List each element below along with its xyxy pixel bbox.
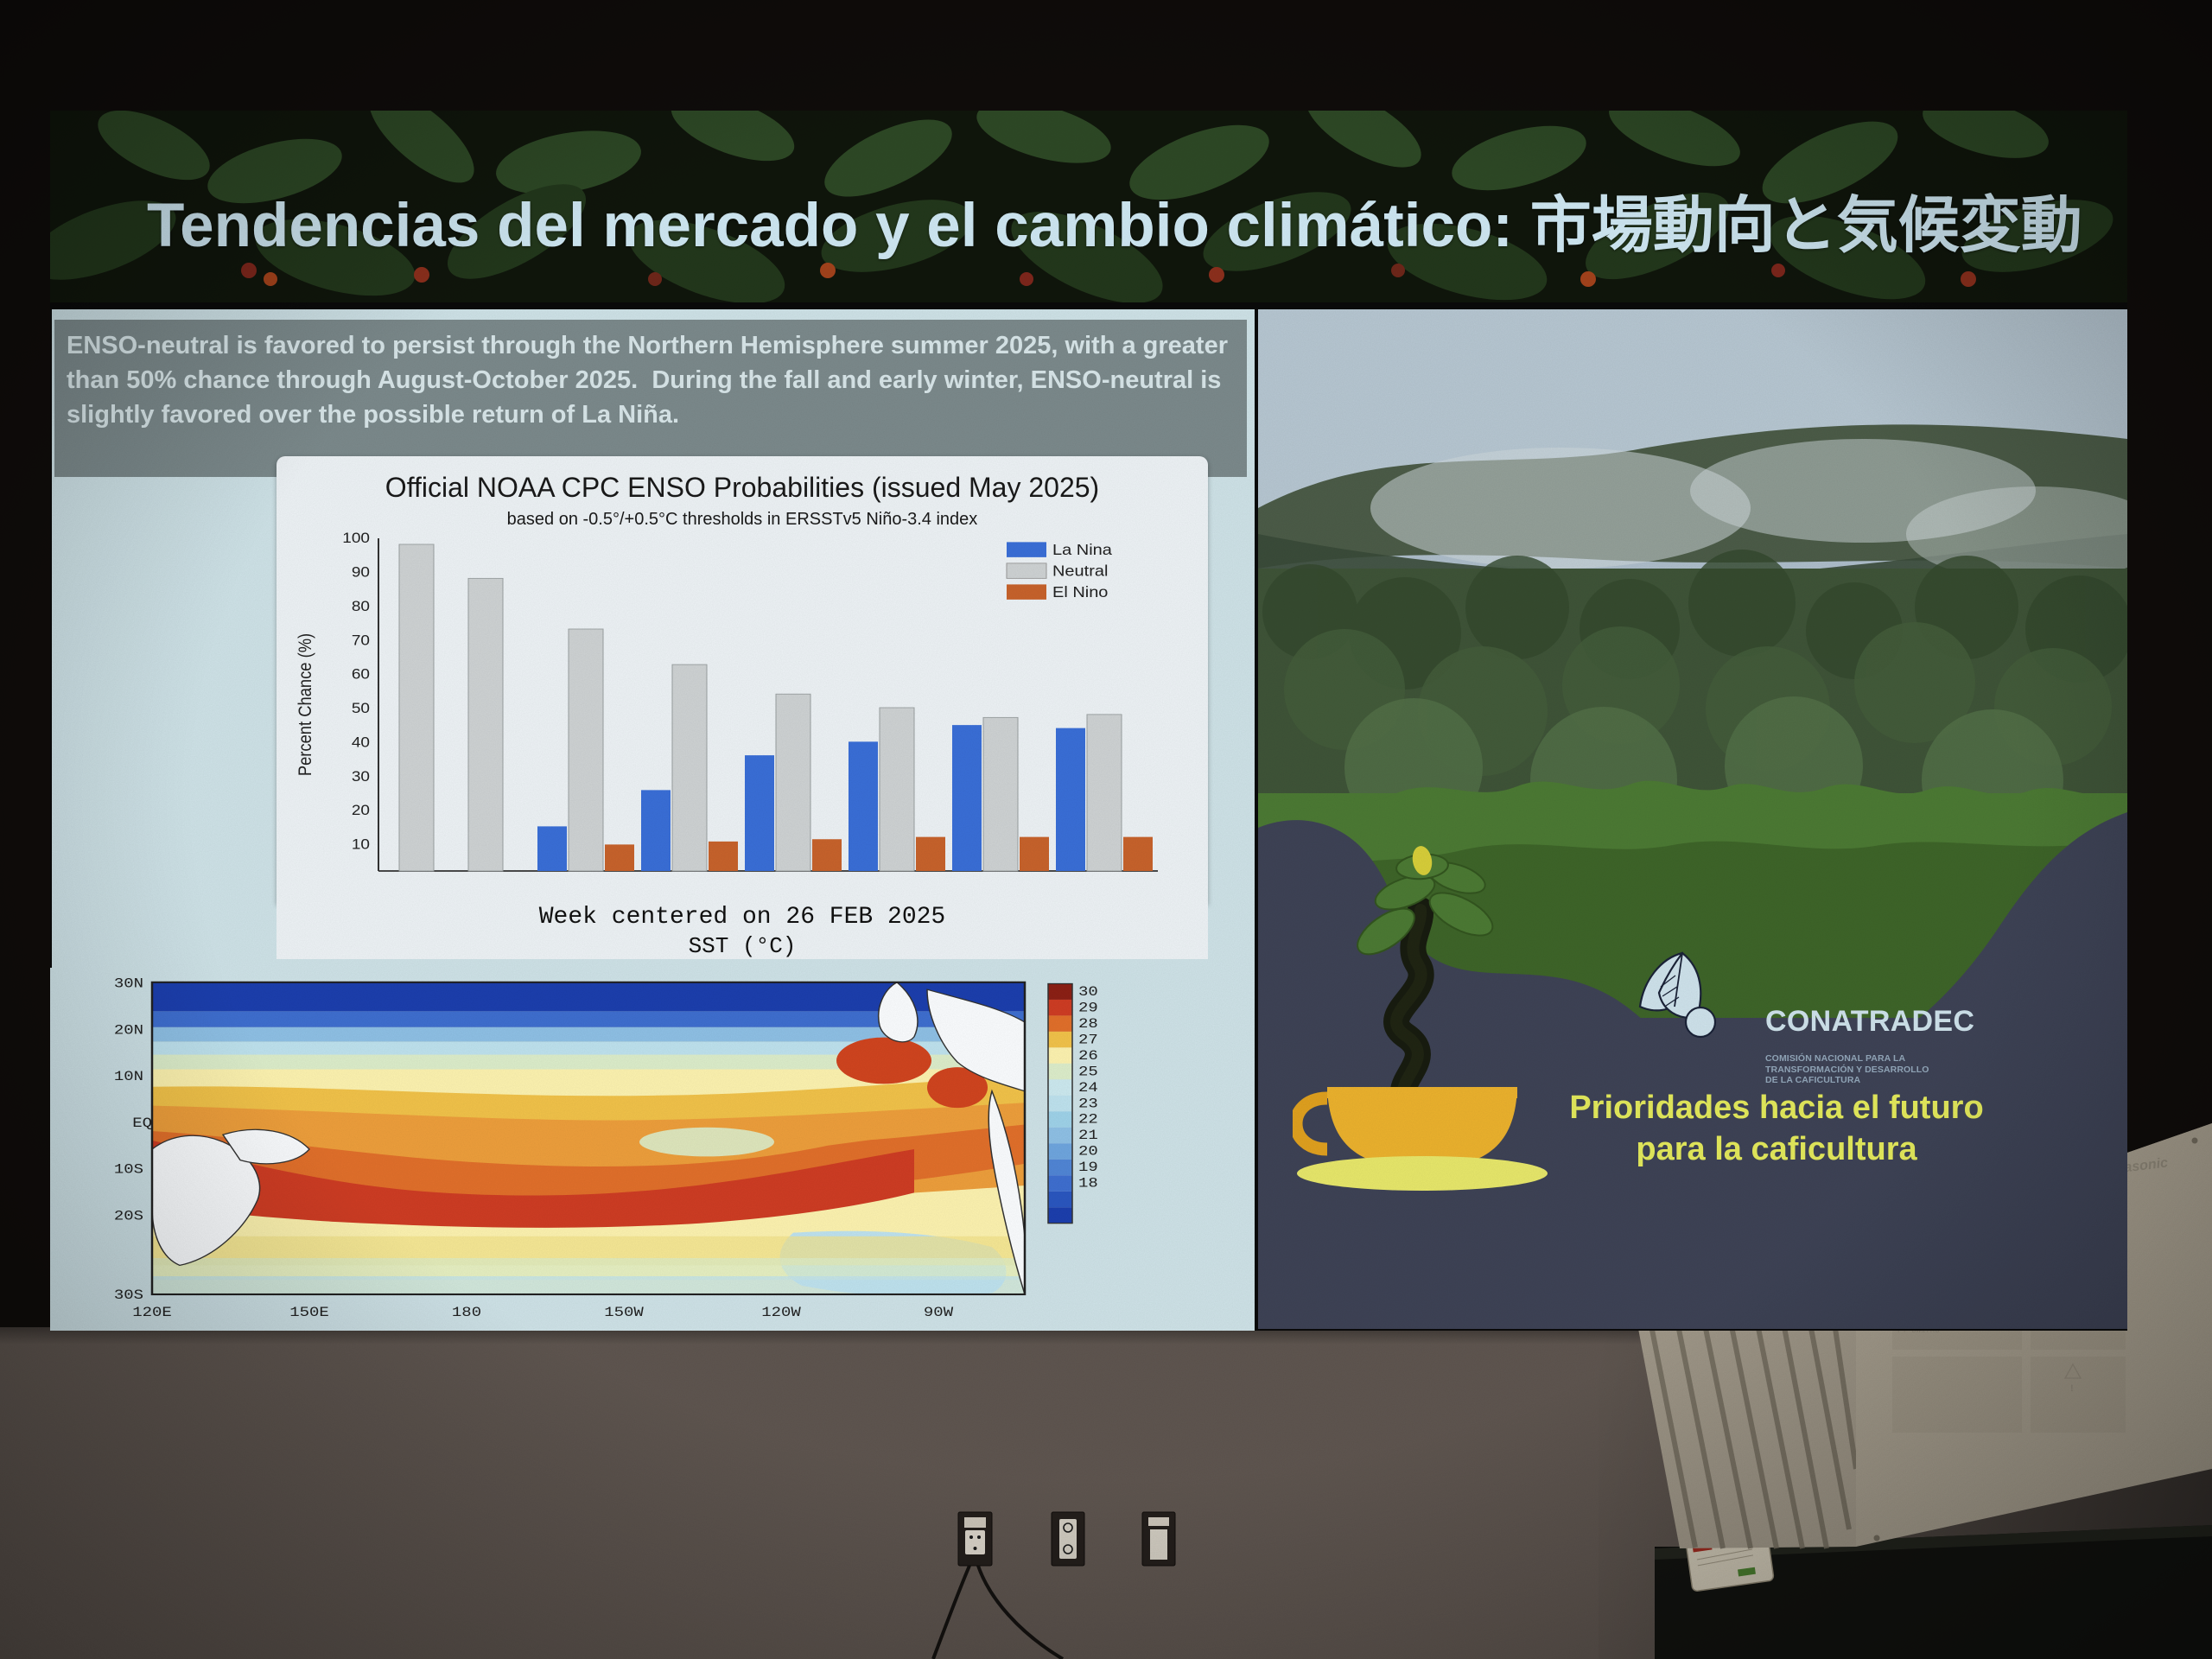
svg-text:21: 21 xyxy=(1078,1128,1098,1144)
svg-text:150E: 150E xyxy=(289,1305,329,1320)
svg-text:EQ: EQ xyxy=(132,1116,152,1131)
svg-text:10: 10 xyxy=(352,836,370,853)
svg-text:50: 50 xyxy=(352,700,370,716)
svg-text:150W: 150W xyxy=(604,1305,644,1320)
svg-text:120E: 120E xyxy=(132,1305,172,1320)
svg-text:Neutral: Neutral xyxy=(1052,563,1108,580)
svg-text:24: 24 xyxy=(1078,1080,1098,1096)
svg-text:18: 18 xyxy=(1078,1176,1098,1192)
svg-text:28: 28 xyxy=(1078,1016,1098,1032)
svg-text:10S: 10S xyxy=(114,1162,143,1178)
svg-text:30S: 30S xyxy=(114,1287,143,1303)
svg-text:20: 20 xyxy=(352,802,370,818)
svg-text:100: 100 xyxy=(342,530,370,546)
svg-text:La Nina: La Nina xyxy=(1052,541,1112,558)
svg-text:60: 60 xyxy=(352,666,370,683)
svg-text:30N: 30N xyxy=(114,976,143,992)
svg-text:30: 30 xyxy=(1078,984,1098,1000)
svg-text:90W: 90W xyxy=(924,1305,954,1320)
svg-text:20N: 20N xyxy=(114,1023,143,1039)
svg-text:70: 70 xyxy=(352,632,370,648)
svg-text:22: 22 xyxy=(1078,1112,1098,1128)
svg-text:30: 30 xyxy=(352,768,370,785)
svg-text:Percent Chance (%): Percent Chance (%) xyxy=(296,633,315,776)
svg-text:26: 26 xyxy=(1078,1048,1098,1064)
svg-text:80: 80 xyxy=(352,598,370,614)
svg-text:40: 40 xyxy=(352,734,370,751)
svg-text:23: 23 xyxy=(1078,1096,1098,1112)
svg-text:20S: 20S xyxy=(114,1209,143,1224)
svg-text:19: 19 xyxy=(1078,1160,1098,1175)
svg-text:27: 27 xyxy=(1078,1033,1098,1048)
svg-text:10N: 10N xyxy=(114,1069,143,1084)
svg-text:El Nino: El Nino xyxy=(1052,583,1108,601)
svg-text:!: ! xyxy=(2070,1383,2074,1394)
svg-text:20: 20 xyxy=(1078,1144,1098,1160)
svg-text:25: 25 xyxy=(1078,1065,1098,1080)
svg-text:29: 29 xyxy=(1078,1001,1098,1016)
svg-text:120W: 120W xyxy=(761,1305,801,1320)
svg-text:90: 90 xyxy=(352,564,370,581)
svg-text:180: 180 xyxy=(452,1305,481,1320)
